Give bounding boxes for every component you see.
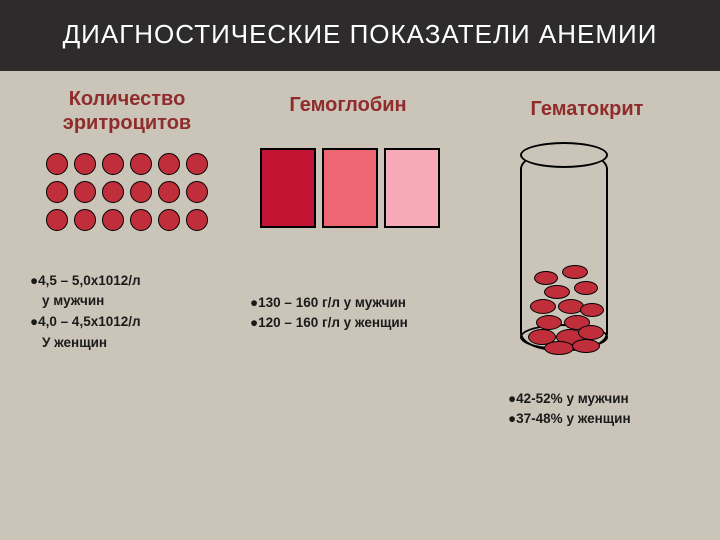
bullet-item: 120 – 160 г/л у женщин [250, 313, 408, 334]
erythrocyte-icon [186, 181, 208, 203]
hematocrit-tube [520, 151, 608, 351]
erythrocyte-icon [186, 153, 208, 175]
hemoglobin-swatch [322, 148, 378, 228]
bullet-item: 37-48% у женщин [508, 409, 631, 430]
erythrocyte-icon [130, 209, 152, 231]
erythrocytes-heading: Количество эритроцитов [42, 87, 212, 135]
erythrocyte-icon [74, 153, 96, 175]
hemoglobin-swatch [384, 148, 440, 228]
blood-cell-icon [574, 281, 598, 295]
bullet-item: 4,5 – 5,0х1012/лу мужчин [30, 271, 141, 313]
erythrocyte-icon [46, 181, 68, 203]
erythrocyte-icon [46, 209, 68, 231]
erythrocyte-icon [74, 181, 96, 203]
bullet-subline: у мужчин [40, 291, 141, 312]
hematocrit-heading: Гематокрит [502, 97, 672, 121]
erythrocyte-icon [158, 209, 180, 231]
hematocrit-bullets: 42-52% у мужчин37-48% у женщин [508, 389, 631, 431]
erythrocytes-bullets: 4,5 – 5,0х1012/лу мужчин4,0 – 4,5х1012/л… [30, 271, 141, 355]
slide-title: ДИАГНОСТИЧЕСКИЕ ПОКАЗАТЕЛИ АНЕМИИ [0, 0, 720, 71]
hemoglobin-swatches [260, 148, 440, 228]
tube-rim-icon [520, 142, 608, 168]
blood-cell-icon [534, 271, 558, 285]
erythrocyte-icon [186, 209, 208, 231]
bullet-item: 130 – 160 г/л у мужчин [250, 293, 408, 314]
content-area: Количество эритроцитов 4,5 – 5,0х1012/лу… [0, 71, 720, 511]
bullet-item: 42-52% у мужчин [508, 389, 631, 410]
hemoglobin-heading: Гемоглобин [263, 93, 433, 117]
blood-cell-icon [580, 303, 604, 317]
bullet-subline: У женщин [40, 333, 141, 354]
erythrocyte-icon [102, 153, 124, 175]
hemoglobin-bullets: 130 – 160 г/л у мужчин120 – 160 г/л у же… [250, 293, 408, 335]
slide: ДИАГНОСТИЧЕСКИЕ ПОКАЗАТЕЛИ АНЕМИИ Количе… [0, 0, 720, 540]
erythrocyte-icon [46, 153, 68, 175]
blood-cell-icon [536, 315, 562, 330]
erythrocyte-icon [102, 209, 124, 231]
erythrocyte-grid [46, 153, 210, 233]
blood-cell-icon [530, 299, 556, 314]
blood-cell-icon [544, 341, 574, 355]
erythrocyte-icon [130, 181, 152, 203]
erythrocyte-icon [158, 181, 180, 203]
blood-cell-icon [562, 265, 588, 279]
bullet-item: 4,0 – 4,5х1012/лУ женщин [30, 312, 141, 354]
blood-cell-icon [544, 285, 570, 299]
blood-cell-icon [578, 325, 604, 340]
erythrocyte-icon [158, 153, 180, 175]
erythrocyte-icon [74, 209, 96, 231]
hemoglobin-swatch [260, 148, 316, 228]
erythrocyte-icon [102, 181, 124, 203]
blood-cell-icon [572, 339, 600, 353]
erythrocyte-icon [130, 153, 152, 175]
